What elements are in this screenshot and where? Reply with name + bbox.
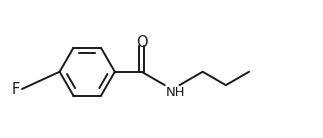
Text: NH: NH	[166, 86, 185, 99]
Text: O: O	[136, 35, 147, 50]
Text: F: F	[12, 82, 20, 96]
